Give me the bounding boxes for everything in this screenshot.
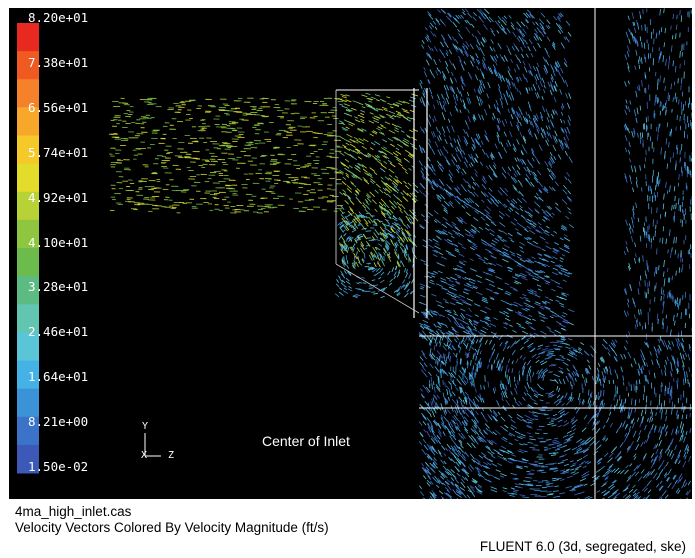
color-scale-swatch	[17, 163, 39, 193]
color-scale-swatch	[17, 332, 39, 361]
plot-description: Velocity Vectors Colored By Velocity Mag…	[15, 520, 329, 535]
color-scale-swatch	[17, 79, 39, 108]
color-scale-label: 1.64e+01	[28, 369, 89, 385]
color-scale-label: 4.10e+01	[28, 234, 89, 250]
color-scale-swatch	[17, 248, 39, 277]
axis-x-label: X	[141, 450, 148, 461]
caption-panel: 4ma_high_inlet.cas Velocity Vectors Colo…	[9, 499, 692, 558]
inlet-lower-edge	[335, 263, 420, 314]
case-filename: 4ma_high_inlet.cas	[15, 504, 132, 519]
color-scale-label: 2.46e+01	[28, 324, 89, 340]
velocity-vector-field	[17, 8, 692, 499]
axis-z-label: Z	[168, 450, 175, 461]
color-scale-label: 8.21e+00	[28, 414, 89, 430]
color-scale-swatch	[17, 191, 39, 221]
color-scale-swatch	[17, 388, 39, 418]
graphics-viewport[interactable]: 8.20e+01 7.38e+01 6.56e+01 5.74e+01 4.92e+01…	[9, 8, 692, 499]
axis-triad-icon	[144, 433, 161, 457]
color-scale-swatch	[17, 51, 39, 80]
color-scale-swatch	[17, 304, 39, 333]
color-scale-label: 3.28e+01	[28, 279, 89, 295]
color-scale-swatch	[17, 360, 39, 390]
geometry-outlines	[335, 8, 692, 499]
color-scale-label: 1.50e-02	[28, 459, 89, 474]
color-scale-label: 6.56e+01	[28, 99, 89, 115]
center-of-inlet-annotation: Center of Inlet	[262, 433, 350, 449]
color-scale-bar	[17, 23, 39, 474]
solver-info: FLUENT 6.0 (3d, segregated, ske)	[479, 539, 686, 554]
color-scale-label: 7.38e+01	[28, 54, 89, 70]
color-scale-swatch	[17, 444, 39, 474]
color-scale-swatch	[17, 416, 39, 446]
color-scale-label: 8.20e+01	[28, 10, 89, 25]
color-scale-swatch	[17, 23, 39, 52]
axis-y-label: Y	[142, 421, 149, 432]
vector-glyphs	[108, 8, 692, 499]
color-scale-swatch	[17, 135, 39, 165]
color-scale-label: 4.92e+01	[28, 189, 89, 205]
color-scale-label: 5.74e+01	[28, 144, 89, 160]
color-scale-swatch	[17, 219, 39, 249]
color-scale-swatch	[17, 276, 39, 305]
color-scale-swatch	[17, 107, 39, 136]
